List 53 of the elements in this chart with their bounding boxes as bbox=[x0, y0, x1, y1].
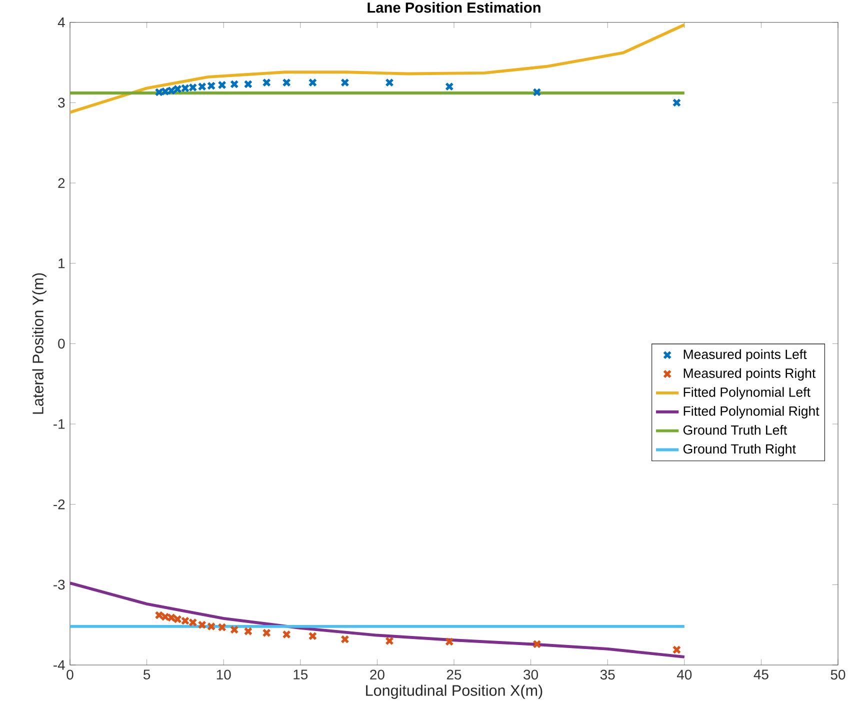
y-tick-label: -2 bbox=[54, 499, 65, 510]
y-tick-label: 4 bbox=[58, 18, 65, 28]
point bbox=[230, 625, 239, 634]
point bbox=[244, 80, 253, 89]
y-tick-label: -1 bbox=[54, 419, 65, 429]
x-tick-label: 35 bbox=[600, 670, 615, 680]
y-tick-label: -4 bbox=[54, 660, 65, 670]
point bbox=[244, 626, 253, 636]
point bbox=[218, 80, 226, 90]
legend-label: Fitted Polynomial Right bbox=[684, 406, 820, 418]
y-tick-label: 1 bbox=[58, 258, 65, 268]
point bbox=[385, 78, 394, 87]
point bbox=[532, 640, 542, 648]
y-axis-title: Lateral Position Y(m) bbox=[32, 273, 46, 414]
x-tick-label: 50 bbox=[830, 670, 846, 680]
x-tick-label: 15 bbox=[294, 670, 308, 680]
point bbox=[532, 88, 542, 97]
legend-label: Ground Truth Left bbox=[683, 424, 788, 435]
x-axis-title: Longitudinal Position X(m) bbox=[366, 684, 542, 699]
point bbox=[308, 632, 318, 640]
y-tick-label: 0 bbox=[58, 338, 65, 349]
x-tick-label: 5 bbox=[143, 670, 150, 680]
point bbox=[218, 622, 226, 632]
point bbox=[340, 634, 350, 644]
point bbox=[385, 636, 394, 646]
y-tick-label: -3 bbox=[54, 580, 65, 590]
point bbox=[262, 78, 271, 87]
x-tick-label: 25 bbox=[446, 670, 462, 680]
point bbox=[230, 80, 239, 89]
legend-label: Ground Truth Right bbox=[683, 444, 796, 456]
chart-title: Lane Position Estimation bbox=[368, 2, 540, 13]
point bbox=[672, 98, 682, 108]
point bbox=[672, 645, 682, 654]
point bbox=[445, 82, 454, 91]
legend-label: Measured points Right bbox=[684, 368, 816, 381]
point bbox=[282, 630, 291, 639]
point bbox=[340, 78, 350, 87]
x-tick-label: 20 bbox=[370, 670, 384, 680]
legend-label: Measured points Left bbox=[684, 349, 807, 362]
y-tick-label: 2 bbox=[58, 178, 65, 188]
point bbox=[282, 78, 291, 87]
line-series bbox=[70, 582, 686, 658]
point bbox=[308, 78, 318, 87]
x-tick-label: 45 bbox=[754, 670, 768, 680]
point bbox=[262, 628, 271, 638]
legend-label: Fitted Polynomial Left bbox=[684, 387, 810, 400]
y-tick-label: 3 bbox=[58, 98, 65, 108]
x-tick-label: 40 bbox=[676, 670, 692, 680]
x-tick-label: 30 bbox=[524, 670, 538, 680]
x-tick-label: 10 bbox=[216, 670, 231, 680]
point bbox=[445, 637, 454, 646]
x-tick-label: 0 bbox=[66, 670, 74, 680]
line-series bbox=[70, 23, 686, 114]
